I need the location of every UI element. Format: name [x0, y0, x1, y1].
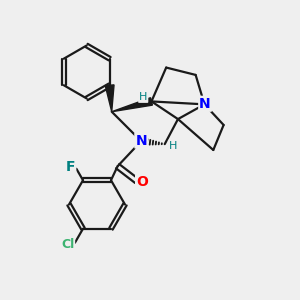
Text: N: N [199, 97, 211, 111]
Text: Cl: Cl [61, 238, 74, 251]
Text: H: H [169, 141, 177, 151]
Polygon shape [105, 85, 114, 112]
Text: F: F [66, 160, 75, 174]
Polygon shape [112, 98, 152, 112]
Text: N: N [135, 134, 147, 148]
Text: O: O [136, 176, 148, 189]
Text: H: H [139, 92, 147, 102]
